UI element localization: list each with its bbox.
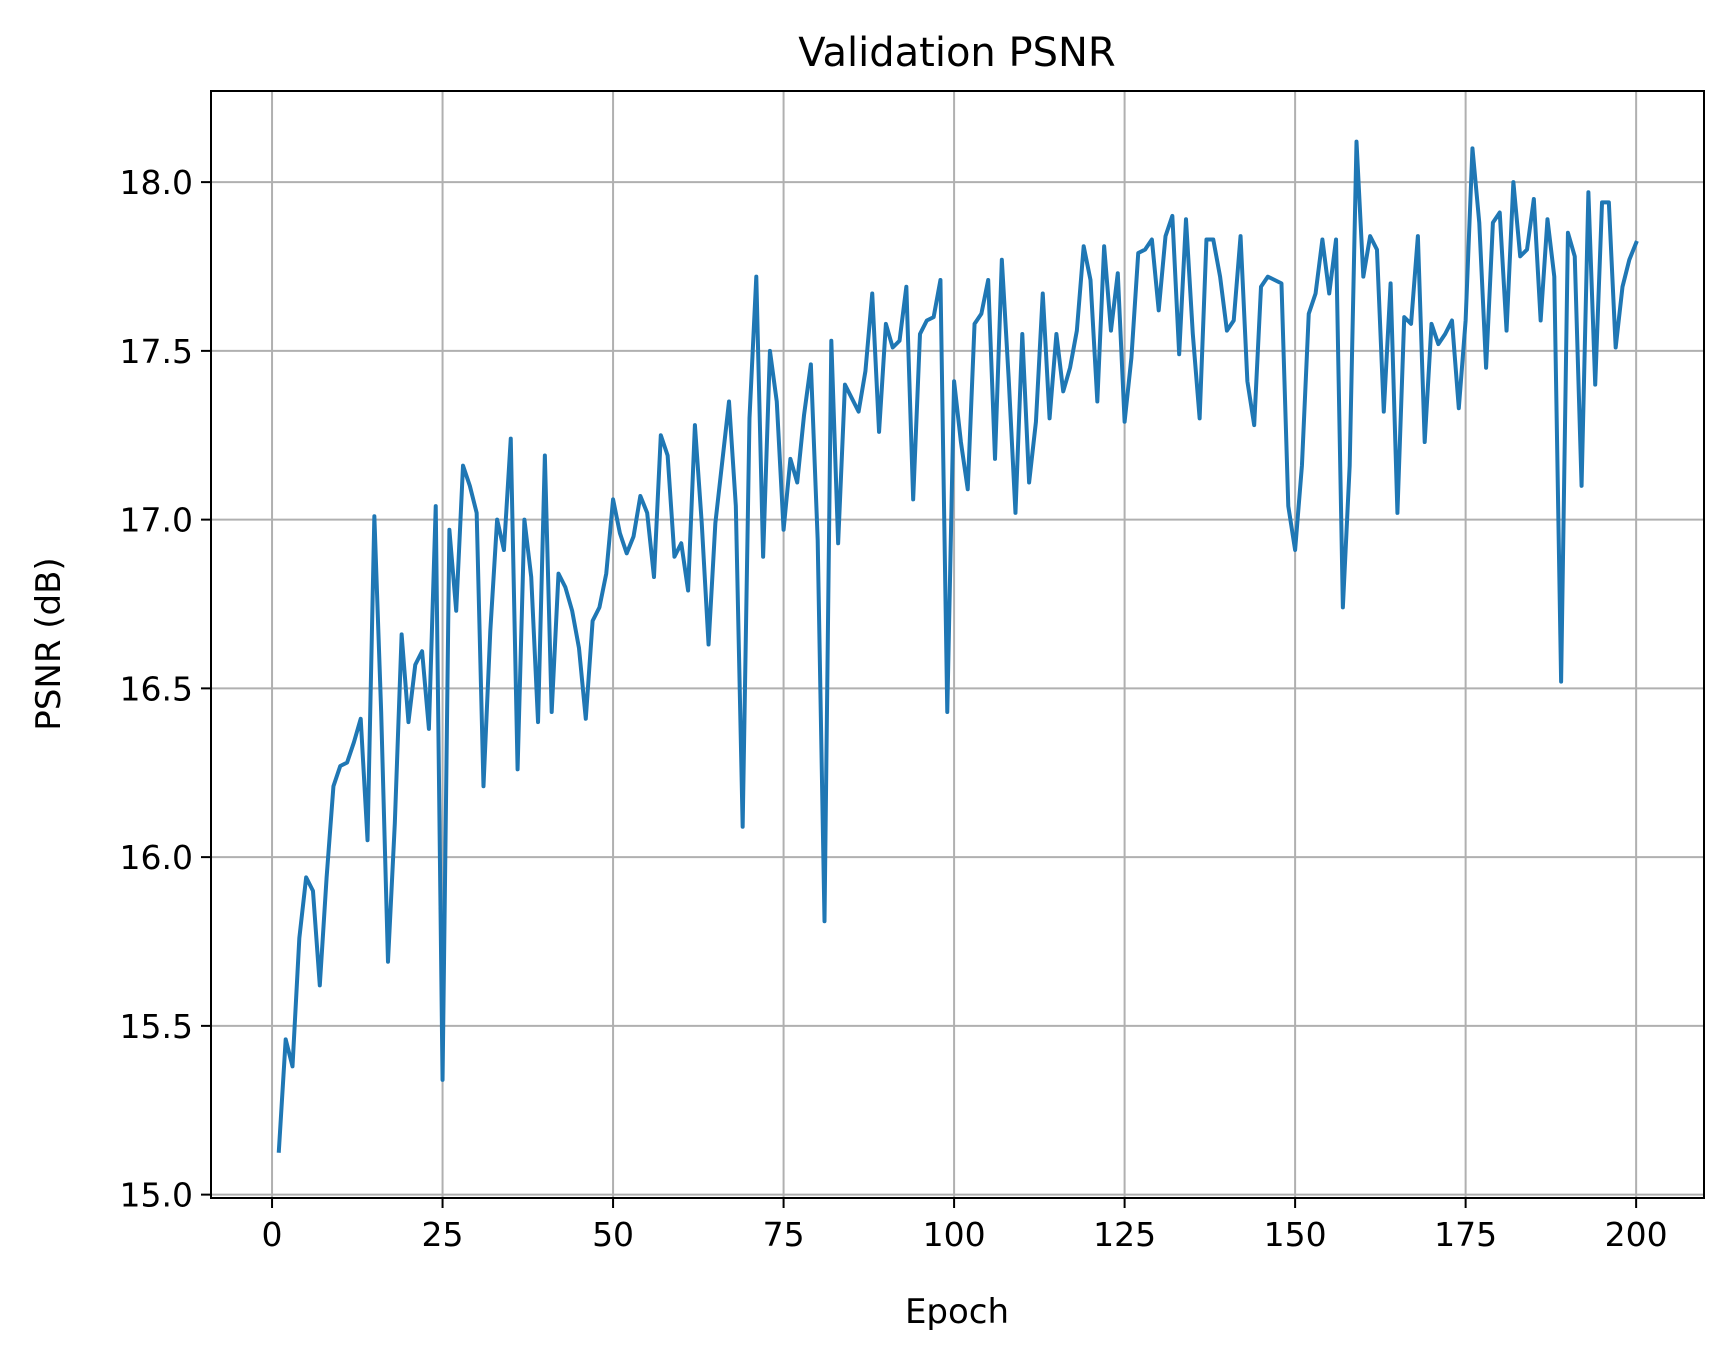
plot-frame [210, 90, 1705, 1199]
y-tick-label: 18.0 [120, 163, 193, 202]
x-tick-label: 25 [422, 1215, 464, 1254]
x-tick-label: 50 [592, 1215, 634, 1254]
x-tick-label: 200 [1605, 1215, 1668, 1254]
grid-lines [211, 91, 1704, 1198]
x-tick-label: 175 [1434, 1215, 1497, 1254]
psnr-series-line [276, 139, 1639, 1153]
y-tick-label: 15.0 [120, 1176, 193, 1215]
y-axis-label: PSNR (dB) [29, 557, 69, 730]
y-tick-label: 16.0 [120, 838, 193, 877]
x-axis-label: Epoch [905, 1292, 1009, 1332]
data-series-layer [276, 139, 1639, 1153]
x-tick-label: 100 [923, 1215, 986, 1254]
y-tick-label: 15.5 [120, 1007, 193, 1046]
x-tick-label: 0 [262, 1215, 283, 1254]
x-tick-label: 150 [1264, 1215, 1327, 1254]
chart-title: Validation PSNR [798, 30, 1115, 76]
axis-ticks: 0 25 50 75 100 125 150 175 200 15.0 15.5 16.0 16.5 17… [120, 163, 1668, 1254]
x-tick-label: 125 [1093, 1215, 1156, 1254]
y-tick-label: 17.5 [120, 332, 193, 371]
x-tick-label: 75 [763, 1215, 805, 1254]
y-tick-label: 16.5 [120, 669, 193, 708]
y-tick-label: 17.0 [120, 501, 193, 540]
